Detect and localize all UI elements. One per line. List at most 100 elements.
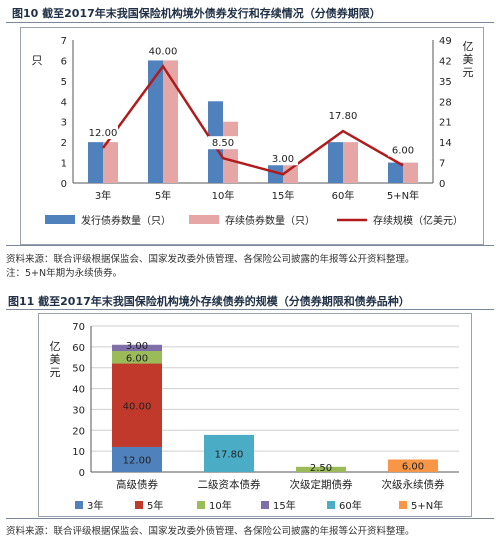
right-tick-label: 7	[439, 159, 445, 170]
x-tick-label: 60年	[332, 189, 355, 202]
x-tick-label: 二级资本债券	[198, 478, 261, 491]
y-tick-label: 40	[72, 385, 85, 396]
figure-11-source: 资料来源：联合评级根据保监会、国家发改委外债管理、各保险公司披露的年报等公开资料…	[6, 526, 415, 537]
x-tick-label: 5+N年	[387, 189, 419, 202]
right-tick-label: 42	[439, 56, 452, 67]
data-label: 3.00	[126, 341, 148, 352]
figure-10-bottom-rule	[6, 245, 494, 246]
chart-10-frame: 0 1 2 3 4 5 6 7 0 7 14 21 28 35 42 49 只 亿美元 3年 5年 10年 15年 60年 5…	[20, 27, 484, 245]
y-tick-label: 30	[72, 405, 85, 416]
y-tick-label: 20	[72, 426, 85, 437]
data-label-background	[268, 152, 298, 166]
bar	[388, 162, 403, 183]
bar	[88, 142, 103, 183]
bar-segment	[112, 344, 162, 352]
bar	[103, 142, 118, 183]
y-tick-label: 10	[72, 447, 85, 458]
data-label: 8.50	[212, 138, 234, 149]
data-label: 6.00	[392, 145, 414, 156]
right-tick-label: 35	[439, 77, 452, 88]
right-axis-label: 美	[463, 53, 474, 66]
legend-label: 60年	[339, 499, 362, 512]
left-tick-label: 2	[61, 138, 67, 149]
right-tick-label: 49	[439, 36, 452, 47]
data-label: 40.00	[149, 46, 178, 57]
legend-label: 存续债券数量（只）	[225, 214, 315, 227]
x-tick-label: 3年	[95, 189, 111, 202]
x-tick-label: 次级定期债券	[290, 478, 353, 491]
legend-swatch	[189, 215, 219, 224]
series-line	[101, 64, 404, 176]
figure-11-title: 图11 截至2017年末我国保险机构境外存续债券的规模（分债券期限和债券品种）	[8, 295, 410, 308]
left-tick-label: 0	[61, 179, 67, 190]
legend-label: 发行债券数量（只）	[81, 214, 171, 227]
figure-10-title: 图10 截至2017年末我国保险机构境外债券发行和存续情况（分债券期限）	[12, 7, 381, 20]
legend-label: 10年	[209, 499, 232, 512]
right-tick-label: 0	[439, 179, 445, 190]
right-axis-label: 元	[463, 66, 474, 79]
y-axis-label: 亿	[50, 340, 61, 353]
left-tick-label: 1	[61, 159, 67, 170]
right-axis-label: 亿	[463, 40, 474, 53]
legend-label: 15年	[273, 499, 296, 512]
data-label: 6.00	[126, 353, 148, 364]
y-tick-label: 50	[72, 364, 85, 375]
data-label-background	[88, 125, 118, 139]
legend-label: 3年	[87, 499, 103, 512]
x-tick-label: 15年	[272, 189, 295, 202]
left-tick-label: 6	[61, 56, 67, 67]
right-tick-label: 28	[439, 97, 452, 108]
left-axis-label: 只	[32, 54, 43, 67]
figure-10-note: 注：5+N年期为永续债券。	[6, 268, 123, 279]
legend-label: 存续规模（亿美元）	[373, 214, 463, 227]
y-tick-label: 70	[72, 322, 85, 333]
bar	[328, 142, 343, 183]
data-label: 12.00	[123, 455, 152, 466]
data-label: 40.00	[123, 401, 152, 412]
bar	[223, 121, 238, 183]
bar	[148, 60, 163, 183]
right-tick-label: 14	[439, 138, 452, 149]
bar-segment	[112, 446, 162, 472]
bar-segment	[204, 434, 254, 472]
bar-segment	[112, 351, 162, 364]
bar	[403, 162, 418, 183]
legend-label: 5+N年	[411, 499, 443, 512]
bar-segment	[296, 466, 346, 472]
bar	[163, 60, 178, 183]
left-tick-label: 3	[61, 118, 67, 129]
figure-10-top-rule	[6, 22, 494, 23]
legend-label: 5年	[147, 499, 163, 512]
left-tick-label: 4	[61, 97, 67, 108]
left-tick-label: 5	[61, 77, 67, 88]
x-tick-label: 10年	[212, 189, 235, 202]
legend-swatch	[135, 501, 143, 509]
data-label: 6.00	[402, 462, 424, 473]
bar-segment	[112, 363, 162, 447]
y-tick-label: 60	[72, 343, 85, 354]
chart-10: 0 1 2 3 4 5 6 7 0 7 14 21 28 35 42 49 只 亿美元 3年 5年 10年 15年 60年 5…	[32, 36, 474, 227]
bar	[343, 142, 358, 183]
right-tick-label: 21	[439, 118, 452, 129]
data-label: 17.80	[215, 449, 244, 460]
chart-11: 010203040506070亿美元12.0040.006.003.00高级债券…	[50, 322, 459, 512]
legend-swatch	[261, 501, 269, 509]
data-label-background	[208, 136, 238, 150]
y-axis-label: 元	[50, 366, 61, 379]
x-tick-label: 次级永续债券	[382, 478, 445, 491]
data-label: 3.00	[272, 154, 294, 165]
data-label-background	[328, 109, 358, 123]
data-label: 17.80	[329, 111, 358, 122]
figure-10-source: 资料来源：联合评级根据保监会、国家发改委外债管理、各保险公司披露的年报等公开资料…	[6, 254, 415, 265]
left-tick-label: 7	[61, 36, 67, 47]
data-label: 2.50	[310, 463, 332, 474]
bar-segment	[388, 459, 438, 472]
figure-11-bottom-rule	[6, 518, 494, 519]
legend-swatch	[45, 215, 75, 224]
data-label-background	[148, 44, 178, 58]
data-label: 12.00	[89, 128, 118, 139]
y-tick-label: 0	[79, 468, 85, 479]
x-tick-label: 高级债券	[116, 478, 158, 491]
y-axis-label: 美	[50, 353, 61, 366]
legend-swatch	[197, 501, 205, 509]
